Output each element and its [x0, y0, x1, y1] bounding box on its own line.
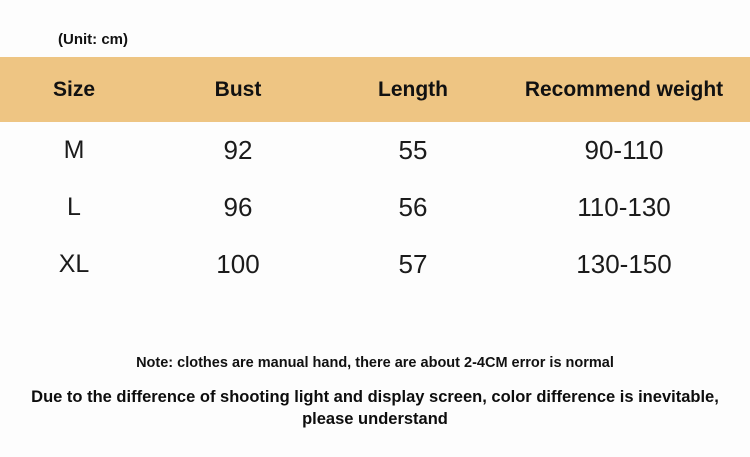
cell-size: XL [58, 250, 90, 278]
cell-bust: 100 [216, 249, 260, 279]
cell-weight: 130-150 [576, 249, 672, 279]
cell-length: 57 [398, 249, 428, 279]
table-row: L 96 56 110-130 [0, 179, 750, 236]
cell-weight: 90-110 [584, 135, 664, 165]
cell-length: 56 [398, 192, 428, 222]
cell-length: 55 [398, 135, 428, 165]
table-header-row: Size Bust Length Recommend weight [0, 57, 750, 122]
cell-bust: 92 [223, 135, 253, 165]
note-manual-measure: Note: clothes are manual hand, there are… [136, 355, 614, 371]
column-header-bust: Bust [214, 77, 262, 101]
column-header-length: Length [378, 77, 448, 101]
unit-label: (Unit: cm) [58, 31, 128, 48]
column-header-weight: Recommend weight [524, 77, 724, 101]
column-header-size: Size [52, 77, 96, 101]
table-header-band [0, 57, 750, 122]
cell-size: M [63, 136, 85, 164]
table-row: M 92 55 90-110 [0, 122, 750, 179]
table-row: XL 100 57 130-150 [0, 236, 750, 293]
note-color-difference: Due to the difference of shooting light … [31, 388, 719, 429]
table-body: M 92 55 90-110 L 96 56 110-130 XL 100 57… [0, 122, 750, 293]
cell-weight: 110-130 [577, 192, 671, 222]
cell-size: L [67, 193, 81, 221]
cell-bust: 96 [223, 192, 253, 222]
